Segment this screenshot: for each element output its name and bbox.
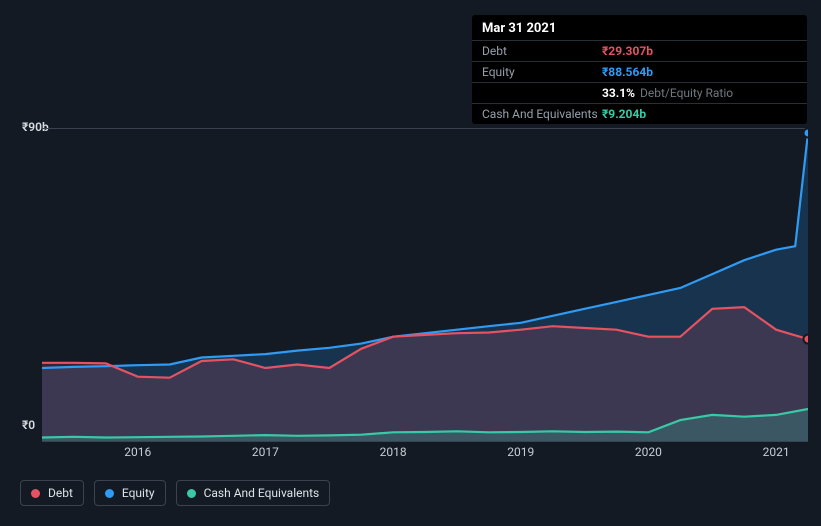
chart-svg xyxy=(42,128,808,441)
tooltip-date: Mar 31 2021 xyxy=(472,15,807,40)
chart-tooltip: Mar 31 2021 Debt₹29.307bEquity₹88.564b33… xyxy=(472,15,807,124)
legend-label: Debt xyxy=(48,486,73,500)
x-tick-label: 2020 xyxy=(635,445,662,459)
tooltip-label: Debt xyxy=(482,44,602,58)
x-tick-label: 2016 xyxy=(124,445,151,459)
chart-legend: Debt Equity Cash And Equivalents xyxy=(20,480,330,506)
tooltip-sub: Debt/Equity Ratio xyxy=(640,86,733,100)
legend-item[interactable]: Equity xyxy=(94,480,166,506)
x-tick-label: 2019 xyxy=(507,445,534,459)
legend-item[interactable]: Cash And Equivalents xyxy=(176,480,331,506)
tooltip-value: ₹29.307b xyxy=(602,44,653,58)
legend-label: Cash And Equivalents xyxy=(204,486,320,500)
equity-end-marker xyxy=(804,129,809,138)
tooltip-value: ₹88.564b xyxy=(602,65,653,79)
legend-item[interactable]: Debt xyxy=(20,480,84,506)
chart-container: Mar 31 2021 Debt₹29.307bEquity₹88.564b33… xyxy=(0,0,821,526)
tooltip-row: Debt₹29.307b xyxy=(472,40,807,61)
tooltip-value: 33.1% xyxy=(602,86,635,100)
y-axis-bottom-label: ₹0 xyxy=(22,418,35,432)
plot-baseline xyxy=(42,441,808,442)
tooltip-label: Equity xyxy=(482,65,602,79)
tooltip-value: ₹9.204b xyxy=(602,107,646,121)
x-tick-label: 2017 xyxy=(252,445,279,459)
tooltip-label: Cash And Equivalents xyxy=(482,107,602,121)
tooltip-row: 33.1% Debt/Equity Ratio xyxy=(472,82,807,103)
x-axis-labels: 2016 2017 2018 2019 2020 2021 xyxy=(42,445,808,463)
legend-dot-icon xyxy=(187,489,196,498)
x-tick-label: 2018 xyxy=(380,445,407,459)
legend-dot-icon xyxy=(105,489,114,498)
legend-label: Equity xyxy=(122,486,155,500)
debt-end-marker xyxy=(804,335,809,344)
x-tick-label: 2021 xyxy=(763,445,790,459)
tooltip-row: Cash And Equivalents₹9.204b xyxy=(472,103,807,124)
tooltip-row: Equity₹88.564b xyxy=(472,61,807,82)
legend-dot-icon xyxy=(31,489,40,498)
